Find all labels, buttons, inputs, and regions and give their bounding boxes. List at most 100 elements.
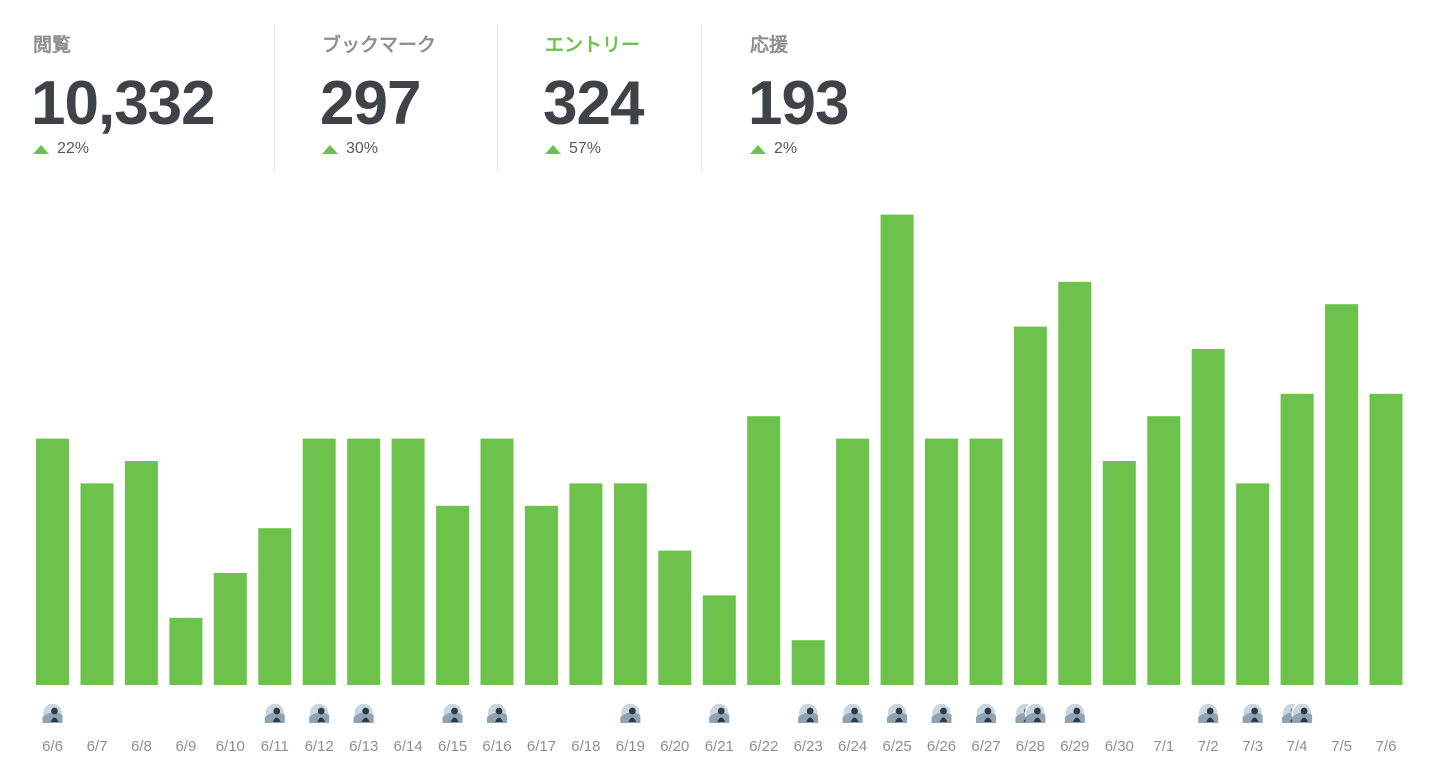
chart-bar[interactable] xyxy=(969,438,1003,685)
entries-bar-chart: 6/6 6/7 6/8 6/9 6/10 6/11 6/12 6/13 6/14 6/15 6/16… xyxy=(36,214,1403,755)
chart-bar[interactable] xyxy=(436,505,470,685)
stats-summary: 閲覧 10,332 22% ブックマーク 297 30% エントリー 324 5… xyxy=(0,0,1440,180)
chart-bar[interactable] xyxy=(702,595,736,685)
user-avatar-icon[interactable] xyxy=(308,702,330,724)
chart-bar[interactable] xyxy=(525,505,558,685)
x-tick-label: 6/12 xyxy=(305,738,334,755)
x-tick-label: 6/14 xyxy=(393,738,422,755)
divider xyxy=(701,24,702,172)
x-tick-label: 6/28 xyxy=(1016,738,1045,755)
stat-change-value: 22% xyxy=(57,140,90,157)
chart-bar[interactable] xyxy=(1236,483,1270,685)
x-tick-label: 6/8 xyxy=(131,738,152,755)
x-tick-label: 7/1 xyxy=(1153,738,1174,755)
user-avatar-icon[interactable] xyxy=(886,702,908,724)
stat-change-value: 2% xyxy=(774,140,798,157)
x-tick-label: 7/3 xyxy=(1242,738,1263,755)
stat-change-value: 30% xyxy=(346,140,379,157)
chart-bar[interactable] xyxy=(1147,416,1181,685)
chart-bar[interactable] xyxy=(1013,326,1047,685)
stat-change: 22% xyxy=(33,140,89,158)
trend-up-icon xyxy=(322,144,338,154)
user-avatar-icon[interactable] xyxy=(797,702,819,724)
trend-up-icon xyxy=(750,144,766,154)
x-tick-label: 6/21 xyxy=(705,738,734,755)
chart-bar[interactable] xyxy=(1369,393,1403,685)
user-avatar-icon[interactable] xyxy=(441,702,464,724)
x-tick-label: 6/26 xyxy=(927,738,956,755)
stat-label: 応援 xyxy=(750,35,789,56)
x-tick-label: 6/27 xyxy=(971,738,1000,755)
x-tick-label: 7/4 xyxy=(1287,738,1308,755)
chart-bar[interactable] xyxy=(347,438,381,685)
x-tick-label: 6/16 xyxy=(482,738,511,755)
user-avatar-icon[interactable] xyxy=(930,702,953,724)
chart-bar[interactable] xyxy=(80,483,114,685)
chart-bar[interactable] xyxy=(880,214,914,685)
x-tick-label: 6/7 xyxy=(87,738,108,755)
x-tick-label: 6/6 xyxy=(42,738,63,755)
divider xyxy=(274,24,275,172)
x-tick-label: 7/2 xyxy=(1198,738,1219,755)
stat-value: 10,332 xyxy=(31,69,216,138)
chart-bar[interactable] xyxy=(258,528,292,685)
user-avatar-icon[interactable] xyxy=(1291,702,1313,724)
user-avatar-icon[interactable] xyxy=(1197,702,1219,724)
user-avatar-icon[interactable] xyxy=(352,702,375,724)
user-avatar-icon[interactable] xyxy=(841,702,864,724)
user-avatar-icon[interactable] xyxy=(264,702,286,724)
chart-bar[interactable] xyxy=(169,617,203,685)
x-tick-label: 6/20 xyxy=(660,738,689,755)
chart-bar[interactable] xyxy=(1102,461,1136,685)
stat-label: エントリー xyxy=(545,35,641,56)
x-tick-label: 6/9 xyxy=(175,738,196,755)
chart-bar[interactable] xyxy=(925,438,958,685)
chart-bar[interactable] xyxy=(36,438,69,685)
x-tick-label: 6/30 xyxy=(1105,738,1134,755)
chart-bar[interactable] xyxy=(836,438,870,685)
user-avatar-icon[interactable] xyxy=(486,702,508,724)
chart-bar[interactable] xyxy=(480,438,514,685)
stat-change-value: 57% xyxy=(569,140,602,157)
x-tick-label: 7/5 xyxy=(1331,738,1352,755)
x-tick-label: 6/24 xyxy=(838,738,867,755)
x-tick-label: 6/18 xyxy=(571,738,600,755)
chart-bar[interactable] xyxy=(1058,281,1092,685)
stat-value: 324 xyxy=(543,69,644,138)
x-tick-label: 6/22 xyxy=(749,738,778,755)
chart-bar[interactable] xyxy=(391,438,425,685)
x-tick-label: 6/19 xyxy=(616,738,645,755)
stat-value: 193 xyxy=(748,69,849,138)
chart-bar[interactable] xyxy=(124,461,158,685)
user-avatar-icon[interactable] xyxy=(1241,702,1264,724)
chart-bar[interactable] xyxy=(1191,349,1225,685)
user-avatar-icon[interactable] xyxy=(708,702,730,724)
chart-bar[interactable] xyxy=(1325,304,1359,685)
user-avatar-icon[interactable] xyxy=(975,702,997,724)
stat-value: 297 xyxy=(320,69,421,138)
user-avatar-icon[interactable] xyxy=(41,702,64,724)
x-tick-label: 6/23 xyxy=(794,738,823,755)
chart-bar[interactable] xyxy=(302,438,336,685)
x-tick-label: 6/29 xyxy=(1060,738,1089,755)
chart-bar[interactable] xyxy=(569,483,603,685)
chart-bar[interactable] xyxy=(613,483,647,685)
stat-change: 2% xyxy=(750,140,797,158)
chart-bar[interactable] xyxy=(213,573,247,685)
x-tick-label: 6/11 xyxy=(261,738,289,755)
chart-bar[interactable] xyxy=(747,416,781,685)
stat-label: ブックマーク xyxy=(322,35,437,56)
chart-bar[interactable] xyxy=(791,640,825,685)
user-avatar-icon[interactable] xyxy=(1024,702,1047,724)
x-tick-label: 6/10 xyxy=(216,738,245,755)
trend-up-icon xyxy=(545,144,561,154)
x-tick-label: 6/17 xyxy=(527,738,556,755)
user-avatar-icon[interactable] xyxy=(619,702,642,724)
chart-bar[interactable] xyxy=(1280,393,1314,685)
x-tick-label: 7/6 xyxy=(1376,738,1397,755)
stat-label: 閲覧 xyxy=(33,35,72,56)
divider xyxy=(497,24,498,172)
stat-change: 57% xyxy=(545,140,601,158)
user-avatar-icon[interactable] xyxy=(1064,702,1086,724)
chart-bar[interactable] xyxy=(658,550,692,685)
